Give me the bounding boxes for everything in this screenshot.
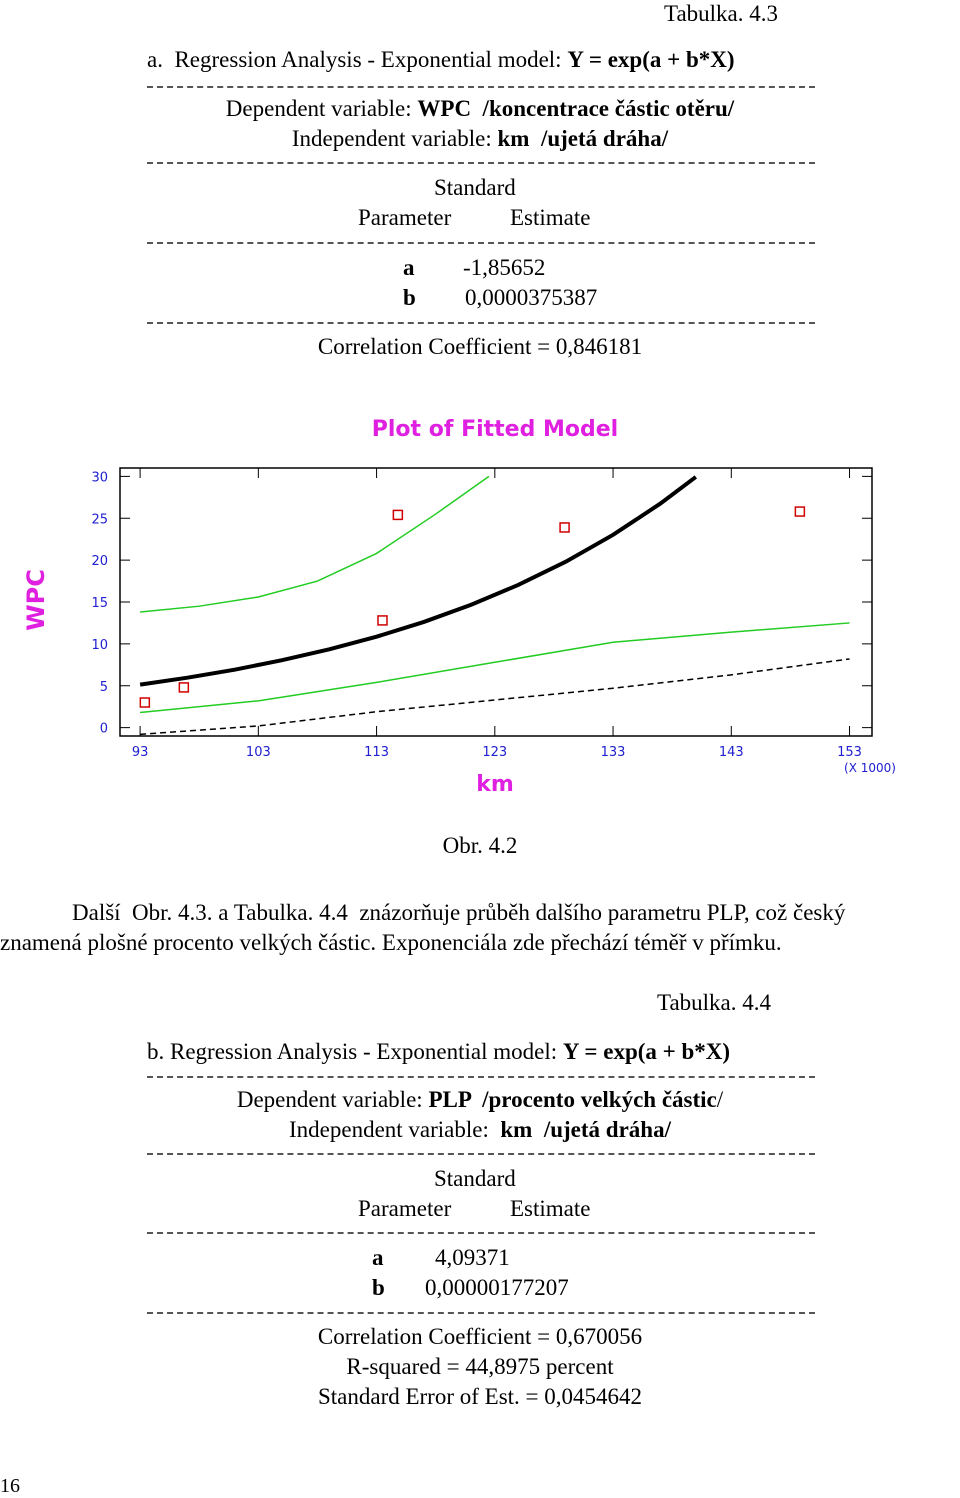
- header: Parameter: [358, 205, 452, 230]
- header: Estimate: [510, 1196, 591, 1221]
- independent: Independent variable: km /ujetá dráha/: [0, 1118, 960, 1141]
- confidence-limit: [140, 475, 490, 613]
- rule: [147, 86, 815, 88]
- x-tick-label: 123: [482, 745, 507, 760]
- y-axis-label: WPC: [22, 569, 50, 631]
- formula: Y = exp(a + b*X): [567, 47, 735, 72]
- dependent: Dependent variable: WPC /koncentrace čás…: [0, 97, 960, 120]
- x-tick-label: 143: [719, 745, 744, 760]
- value: km /ujetá dráha/: [500, 1117, 671, 1142]
- table-label: Tabulka. 4.4: [657, 990, 772, 1015]
- label: Dependent variable:: [225, 96, 418, 121]
- y-tick-label: 5: [100, 680, 108, 695]
- value: PLP /procento velkých částic: [428, 1087, 717, 1112]
- value: km /ujetá dráha/: [497, 126, 669, 151]
- param: a: [372, 1246, 384, 1269]
- data-point: [392, 509, 404, 521]
- confidence-limit: [140, 622, 850, 714]
- y-tick-label: 15: [91, 596, 108, 611]
- heading: a. Regression Analysis - Exponential mod…: [147, 48, 735, 71]
- label: Independent variable:: [289, 1117, 501, 1142]
- stat: Standard Error of Est. = 0,0454642: [317, 1384, 643, 1409]
- rule: [147, 162, 815, 164]
- param-name: a: [372, 1245, 384, 1270]
- param: b: [403, 286, 416, 309]
- heading: b. Regression Analysis - Exponential mod…: [147, 1040, 730, 1063]
- estimate: -1,85652: [463, 255, 546, 280]
- formula: Y = exp(a + b*X): [562, 1039, 731, 1064]
- rule: [147, 242, 815, 244]
- x-multiplier: (X 1000): [844, 761, 896, 775]
- rule: [147, 1153, 815, 1155]
- rule: [147, 1312, 815, 1314]
- page-number: 16: [0, 1475, 20, 1497]
- stat: R-squared = 44,8975 percent: [346, 1354, 614, 1379]
- y-tick-label: 20: [91, 554, 108, 569]
- header: Estimate: [510, 205, 591, 230]
- param-name: a: [403, 255, 415, 280]
- x-tick-label: 133: [601, 745, 626, 760]
- table-label: Tabulka. 4.3: [664, 1, 779, 26]
- heading-text: b. Regression Analysis - Exponential mod…: [147, 1039, 563, 1064]
- x-tick-label: 113: [364, 745, 389, 760]
- y-tick-label: 25: [91, 512, 108, 527]
- plot-frame: [119, 467, 873, 737]
- heading-text: a. Regression Analysis - Exponential mod…: [147, 47, 568, 72]
- rule: [147, 1076, 815, 1078]
- x-axis-label: km: [476, 772, 514, 797]
- paragraph-line: Další Obr. 4.3. a Tabulka. 4.4 znázorňuj…: [72, 900, 846, 925]
- chart: Plot of Fitted Model 0 5 10 15 20 25 30 93 103 113…: [22, 417, 896, 797]
- rule: [147, 322, 815, 324]
- x-tick-label: 93: [132, 745, 149, 760]
- data-point: [139, 697, 151, 708]
- estimate: 0,00000177207: [425, 1275, 569, 1300]
- data-point: [794, 506, 806, 517]
- independent: Independent variable: km /ujetá dráha/: [0, 127, 960, 150]
- label: Independent variable:: [291, 126, 498, 151]
- fitted-line: [139, 475, 698, 687]
- y-tick-label: 0: [100, 722, 108, 737]
- paragraph-line: znamená plošné procento velkých částic. …: [0, 930, 782, 955]
- y-tick-label: 30: [91, 470, 108, 485]
- estimate: 0,0000375387: [465, 285, 598, 310]
- x-tick-label: 103: [246, 745, 271, 760]
- label: Dependent variable:: [236, 1087, 429, 1112]
- param-name: b: [403, 285, 416, 310]
- x-tick-label: 153: [837, 745, 862, 760]
- y-tick-label: 10: [91, 638, 108, 653]
- stat: Correlation Coefficient = 0,670056: [317, 1324, 643, 1349]
- prediction-limit: [140, 658, 850, 736]
- data-point: [559, 522, 570, 533]
- param: b: [372, 1276, 385, 1299]
- header: Standard: [434, 175, 516, 200]
- chart-title: Plot of Fitted Model: [372, 417, 618, 442]
- rule: [147, 1232, 815, 1234]
- caption: Obr. 4.2: [442, 833, 518, 858]
- header: Parameter: [358, 1196, 452, 1221]
- data-point: [377, 615, 388, 626]
- data-point: [178, 682, 190, 693]
- dependent: Dependent variable: PLP /procento velkýc…: [0, 1088, 960, 1111]
- param-name: b: [372, 1275, 385, 1300]
- estimate: 4,09371: [435, 1245, 510, 1270]
- header: Standard: [434, 1166, 516, 1191]
- param: a: [403, 256, 415, 279]
- value: WPC /koncentrace částic otěru/: [417, 96, 735, 121]
- label: /: [716, 1087, 724, 1112]
- stat: Correlation Coefficient = 0,846181: [317, 334, 643, 359]
